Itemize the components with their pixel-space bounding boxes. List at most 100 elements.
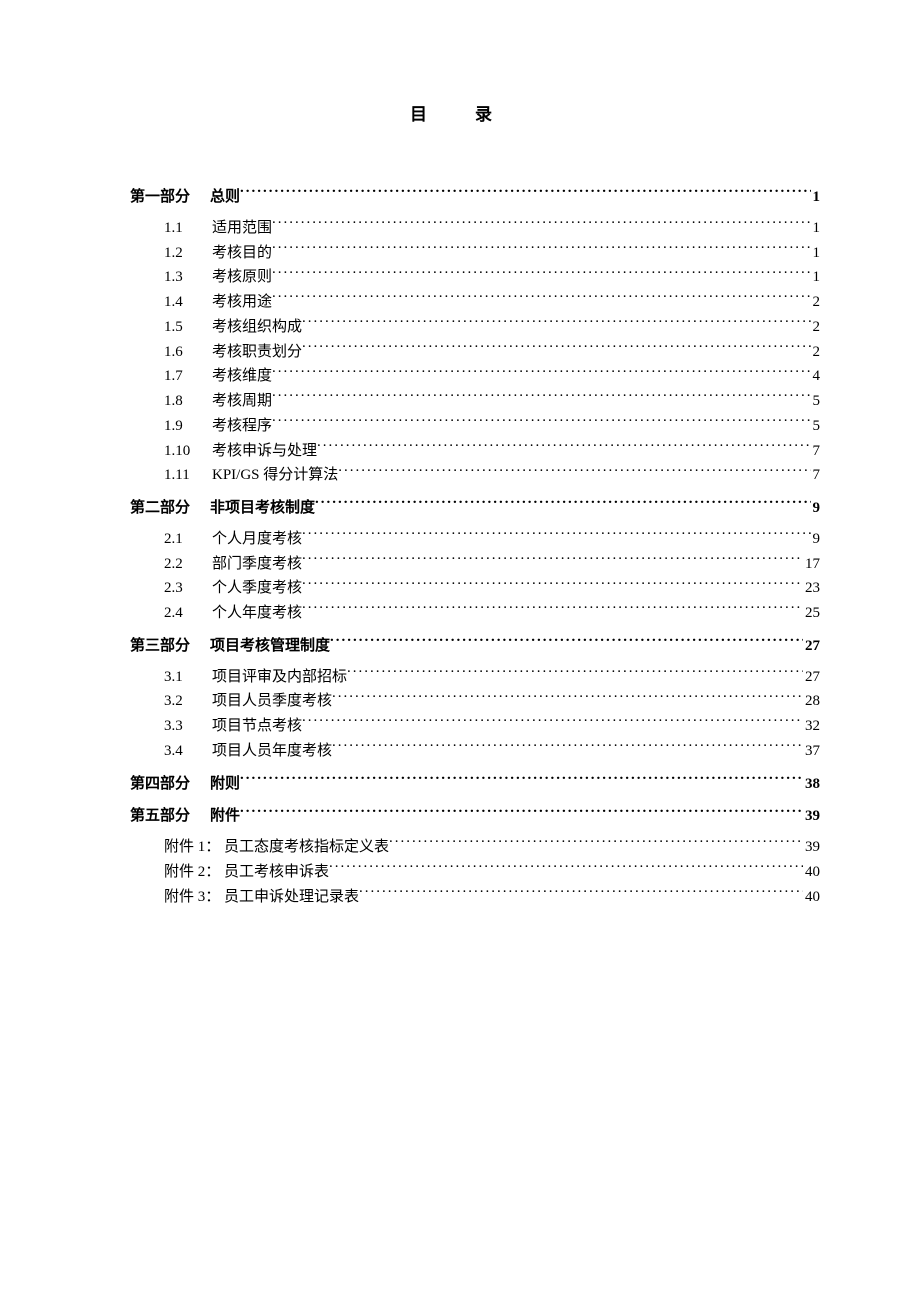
toc-item-0-9-title: 考核申诉与处理: [212, 439, 317, 464]
toc-appendix-0-label: 附件 1：: [164, 835, 224, 860]
toc-section-1: 第二部分非项目考核制度9: [130, 496, 820, 521]
toc-leader: [240, 805, 803, 820]
toc-item-0-5: 1.6考核职责划分2: [130, 340, 820, 365]
toc-leader: [332, 690, 803, 705]
toc-item-2-1-label: 3.2: [164, 689, 212, 714]
toc-item-0-4: 1.5考核组织构成 2: [130, 315, 820, 340]
toc-item-0-7-label: 1.8: [164, 389, 212, 414]
toc-item-1-1: 2.2部门季度考核 17: [130, 552, 820, 577]
toc-item-1-0-label: 2.1: [164, 527, 212, 552]
toc-appendix-1-title: 员工考核申诉表: [224, 860, 329, 885]
toc-item-1-2-label: 2.3: [164, 576, 212, 601]
toc-item-0-3: 1.4考核用途2: [130, 290, 820, 315]
toc-appendix-1-label: 附件 2：: [164, 860, 224, 885]
toc-leader: [272, 365, 810, 380]
toc-item-1-1-page: 17: [803, 552, 820, 577]
toc-item-2-2-title: 项目节点考核: [212, 714, 302, 739]
toc-leader: [302, 602, 803, 617]
toc-section-1-label: 第二部分: [130, 496, 210, 521]
toc-leader: [347, 666, 803, 681]
toc-item-2-1-page: 28: [803, 689, 820, 714]
toc-item-0-4-label: 1.5: [164, 315, 212, 340]
toc-leader: [272, 217, 810, 232]
toc-item-0-0-label: 1.1: [164, 216, 212, 241]
toc-item-2-1-title: 项目人员季度考核: [212, 689, 332, 714]
toc-leader: [302, 577, 803, 592]
toc-appendix-2-title: 员工申诉处理记录表: [224, 885, 359, 910]
toc-section-3: 第四部分附则38: [130, 772, 820, 797]
toc-item-1-0-title: 个人月度考核: [212, 527, 302, 552]
toc-section-0-page: 1: [811, 185, 821, 210]
toc-item-0-7-title: 考核周期: [212, 389, 272, 414]
toc-section-2-label: 第三部分: [130, 634, 210, 659]
toc-leader: [272, 291, 810, 306]
toc-item-2-0-page: 27: [803, 665, 820, 690]
toc-item-1-1-title: 部门季度考核: [212, 552, 302, 577]
toc-item-0-7: 1.8考核周期5: [130, 389, 820, 414]
toc-leader: [272, 415, 810, 430]
toc-item-0-2: 1.3考核原则 1: [130, 265, 820, 290]
toc-item-2-0-title: 项目评审及内部招标: [212, 665, 347, 690]
toc-leader: [338, 464, 810, 479]
toc-item-2-2: 3.3项目节点考核 32: [130, 714, 820, 739]
toc-leader: [272, 242, 810, 257]
toc-section-0: 第一部分总则 1: [130, 185, 820, 210]
toc-section-3-title: 附则: [210, 772, 240, 797]
toc-leader: [302, 528, 810, 543]
toc-item-1-3-page: 25: [803, 601, 820, 626]
toc-item-2-1: 3.2项目人员季度考核 28: [130, 689, 820, 714]
toc-item-2-3-title: 项目人员年度考核: [212, 739, 332, 764]
toc-leader: [315, 497, 810, 512]
toc-item-0-8-page: 5: [811, 414, 821, 439]
toc-section-0-title: 总则: [210, 185, 240, 210]
toc-leader: [240, 186, 810, 201]
toc-item-2-2-page: 32: [803, 714, 820, 739]
toc-leader: [302, 553, 803, 568]
toc-item-2-0: 3.1项目评审及内部招标27: [130, 665, 820, 690]
toc-item-0-5-title: 考核职责划分: [212, 340, 302, 365]
toc-item-0-2-label: 1.3: [164, 265, 212, 290]
toc-item-1-2: 2.3个人季度考核23: [130, 576, 820, 601]
toc-item-0-2-title: 考核原则: [212, 265, 272, 290]
toc-item-0-3-label: 1.4: [164, 290, 212, 315]
toc-item-2-3-label: 3.4: [164, 739, 212, 764]
toc-item-0-8-title: 考核程序: [212, 414, 272, 439]
toc-leader: [272, 390, 810, 405]
toc-item-0-4-page: 2: [811, 315, 821, 340]
toc-section-4-title: 附件: [210, 804, 240, 829]
page-title: 目录: [130, 100, 820, 125]
toc-item-0-0-page: 1: [811, 216, 821, 241]
toc-leader: [317, 440, 810, 455]
toc-item-1-1-label: 2.2: [164, 552, 212, 577]
toc-item-0-6-title: 考核维度: [212, 364, 272, 389]
toc-section-4: 第五部分附件39: [130, 804, 820, 829]
toc-leader: [359, 886, 803, 901]
toc-item-1-0-page: 9: [811, 527, 821, 552]
toc-item-0-2-page: 1: [811, 265, 821, 290]
toc-item-0-4-title: 考核组织构成: [212, 315, 302, 340]
toc-section-0-label: 第一部分: [130, 185, 210, 210]
toc-leader: [389, 836, 803, 851]
toc-item-0-0: 1.1适用范围 1: [130, 216, 820, 241]
toc-section-3-label: 第四部分: [130, 772, 210, 797]
toc-item-0-6-page: 4: [811, 364, 821, 389]
toc-appendix-1: 附件 2：员工考核申诉表40: [130, 860, 820, 885]
toc-item-0-10-label: 1.11: [164, 463, 212, 488]
toc-item-0-6-label: 1.7: [164, 364, 212, 389]
toc-item-0-10-page: 7: [811, 463, 821, 488]
toc-item-2-2-label: 3.3: [164, 714, 212, 739]
table-of-contents: 第一部分总则11.1适用范围11.2考核目的11.3考核原则11.4考核用途21…: [130, 185, 820, 909]
toc-leader: [272, 266, 810, 281]
toc-leader: [302, 316, 810, 331]
toc-item-0-1: 1.2考核目的1: [130, 241, 820, 266]
toc-appendix-0-title: 员工态度考核指标定义表: [224, 835, 389, 860]
toc-item-0-9: 1.10考核申诉与处理7: [130, 439, 820, 464]
toc-item-0-0-title: 适用范围: [212, 216, 272, 241]
toc-leader: [302, 341, 810, 356]
toc-item-0-3-page: 2: [811, 290, 821, 315]
toc-leader: [332, 740, 803, 755]
toc-item-0-10: 1.11KPI/GS 得分计算法7: [130, 463, 820, 488]
toc-item-1-2-page: 23: [803, 576, 820, 601]
toc-item-0-5-label: 1.6: [164, 340, 212, 365]
toc-appendix-0-page: 39: [803, 835, 820, 860]
